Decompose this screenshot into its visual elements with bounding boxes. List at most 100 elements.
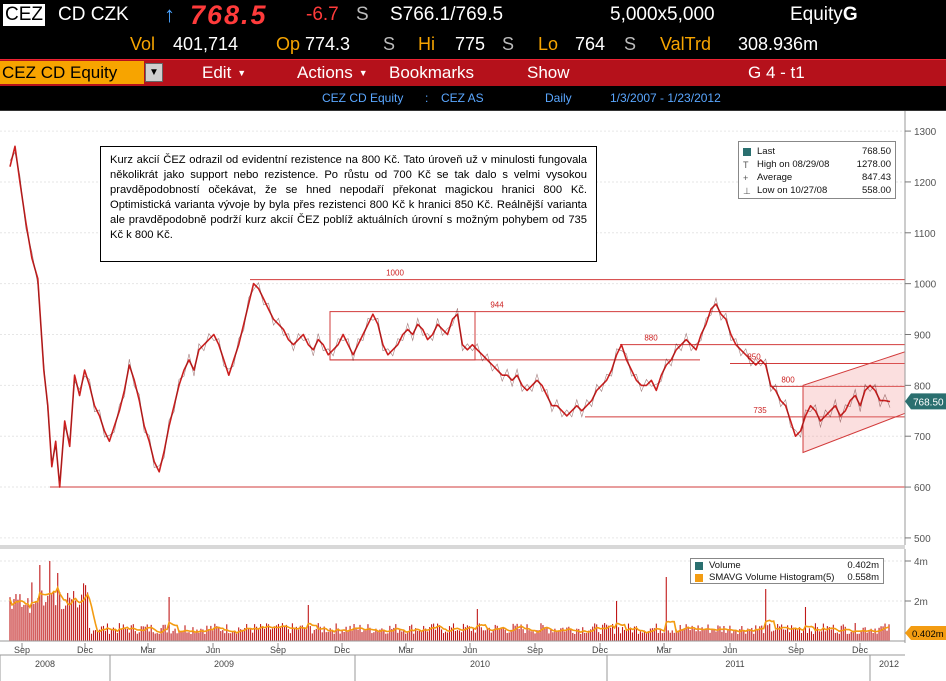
month-label: Mar: [140, 645, 156, 655]
legend-last: Last 768.50: [743, 146, 893, 158]
actions-menu-label: Actions: [297, 63, 353, 82]
legend-label: Low on 10/27/08: [757, 185, 828, 196]
info-date-range: 1/3/2007 - 1/23/2012: [610, 91, 721, 105]
year-label: 2010: [470, 659, 490, 669]
volume-smavg-line: [9, 585, 890, 634]
info-period: Daily: [545, 91, 572, 105]
analysis-note: Kurz akcií ČEZ odrazil od evidentní rezi…: [100, 146, 597, 262]
legend-value: 768.50: [861, 146, 891, 157]
high-value: 775: [455, 34, 486, 54]
volume-grid: [0, 560, 905, 602]
exchange-currency: CD CZK: [58, 4, 129, 25]
change-flag: S: [356, 4, 369, 25]
year-label: 2011: [725, 659, 744, 669]
panel-divider[interactable]: [0, 545, 905, 549]
open-value: 774.3: [305, 34, 351, 54]
level-label: 800: [781, 375, 795, 384]
chart-info-bar: CEZ CD Equity : CEZ AS Daily 1/3/2007 - …: [0, 86, 946, 111]
month-label: Jun: [463, 645, 478, 655]
year-label: 2009: [214, 659, 234, 669]
vlegend-smavg: SMAVG Volume Histogram(5) 0.558m: [695, 572, 881, 584]
bid-ask: S766.1/769.5: [390, 4, 504, 25]
legend-high: T High on 08/29/08 1278.00: [743, 159, 893, 171]
price-tick-label: 1100: [914, 229, 936, 240]
legend-swatch-volume: [695, 562, 703, 570]
low-value: 764: [575, 34, 606, 54]
market-sector: EquityG: [790, 4, 858, 26]
bookmarks-menu[interactable]: Bookmarks: [389, 63, 475, 82]
show-menu[interactable]: Show: [527, 63, 570, 82]
legend-value: 558.00: [861, 185, 891, 196]
chevron-down-icon: ▼: [237, 68, 247, 79]
month-label: Jun: [723, 645, 738, 655]
volume-tick-label: 2m: [914, 597, 928, 608]
actions-menu[interactable]: Actions ▼: [297, 60, 368, 86]
month-label: Dec: [334, 645, 351, 655]
month-label: Sep: [788, 645, 804, 655]
level-label: 944: [490, 301, 504, 310]
price-tick-label: 1200: [914, 178, 937, 189]
quote-header-row2: Vol 401,714 Op 774.3 S Hi 775 S Lo 764 S…: [0, 32, 946, 58]
ticker-symbol: CEZ: [3, 4, 45, 26]
last-volume-flag-label: 0.402m: [912, 629, 944, 640]
vlegend-volume: Volume 0.402m: [695, 560, 881, 572]
level-label: 735: [753, 406, 767, 415]
level-label: 850: [747, 352, 761, 361]
legend-value: 1278.00: [856, 159, 891, 170]
year-label: 2012: [879, 659, 899, 669]
month-label: Dec: [592, 645, 609, 655]
price-tick-label: 1000: [914, 280, 937, 291]
low-label: Lo: [538, 34, 559, 54]
security-input[interactable]: CEZ CD Equity: [0, 61, 144, 84]
open-flag: S: [383, 34, 396, 54]
low-marker-icon: ⊥: [743, 186, 751, 196]
year-label: 2008: [35, 659, 55, 669]
chevron-down-icon: ▼: [149, 67, 159, 78]
valtrd-value: 308.936m: [738, 34, 819, 54]
legend-low: ⊥ Low on 10/27/08 558.00: [743, 185, 893, 197]
page-indicator: G 4 - t1: [748, 63, 805, 82]
up-arrow-icon: ↑: [164, 2, 175, 27]
month-label: Dec: [852, 645, 869, 655]
price-change: -6.7: [306, 4, 339, 25]
legend-label: Volume: [709, 560, 741, 571]
high-flag: S: [502, 34, 515, 54]
legend-value: 0.558m: [847, 572, 879, 583]
average-marker-icon: +: [743, 173, 749, 183]
price-legend: Last 768.50 T High on 08/29/08 1278.00 + Ave…: [738, 141, 896, 199]
info-security: CEZ CD Equity: [322, 91, 404, 105]
open-label: Op: [276, 34, 301, 54]
last-price-flag-label: 768.50: [913, 397, 944, 408]
quote-header-row1: CEZ CD CZK ↑ 768.5 -6.7 S S766.1/769.5 S…: [0, 0, 946, 32]
chevron-down-icon: ▼: [358, 68, 368, 79]
month-label: Mar: [656, 645, 672, 655]
last-price: 768.5: [190, 0, 268, 30]
security-dropdown-button[interactable]: ▼: [145, 63, 163, 82]
month-label: Jun: [206, 645, 221, 655]
price-tick-label: 800: [914, 381, 931, 392]
high-marker-icon: T: [743, 160, 749, 170]
market-sector-g: G: [842, 4, 858, 25]
legend-value: 0.402m: [847, 560, 879, 571]
volume-label: Vol: [130, 34, 156, 54]
info-separator: :: [425, 91, 429, 105]
last-volume-flag: [905, 625, 946, 640]
month-label: Sep: [14, 645, 30, 655]
level-label: 880: [644, 334, 658, 343]
legend-label: SMAVG Volume Histogram(5): [709, 572, 835, 583]
edit-menu[interactable]: Edit ▼: [202, 60, 246, 86]
legend-swatch-last: [743, 148, 751, 156]
volume-axis: 2m 4m 0.402m: [904, 549, 946, 643]
edit-menu-label: Edit: [202, 63, 232, 82]
month-label: Dec: [77, 645, 94, 655]
market-sector-label: Equity: [790, 4, 843, 25]
time-axis: Sep Dec Mar Jun Sep Dec Mar Jun Sep Dec Mar Jun Sep D…: [0, 643, 946, 681]
legend-label: Last: [757, 146, 775, 157]
volume-value: 401,714: [173, 34, 239, 54]
month-label: Sep: [527, 645, 543, 655]
volume-legend: Volume 0.402m SMAVG Volume Histogram(5) 0.…: [690, 558, 884, 584]
x-axis-background: [0, 643, 946, 681]
menu-bar: CEZ CD Equity ▼ Edit ▼ Actions ▼ Bookmarks…: [0, 59, 946, 86]
legend-swatch-smavg: [695, 574, 703, 582]
price-tick-label: 500: [914, 534, 931, 545]
